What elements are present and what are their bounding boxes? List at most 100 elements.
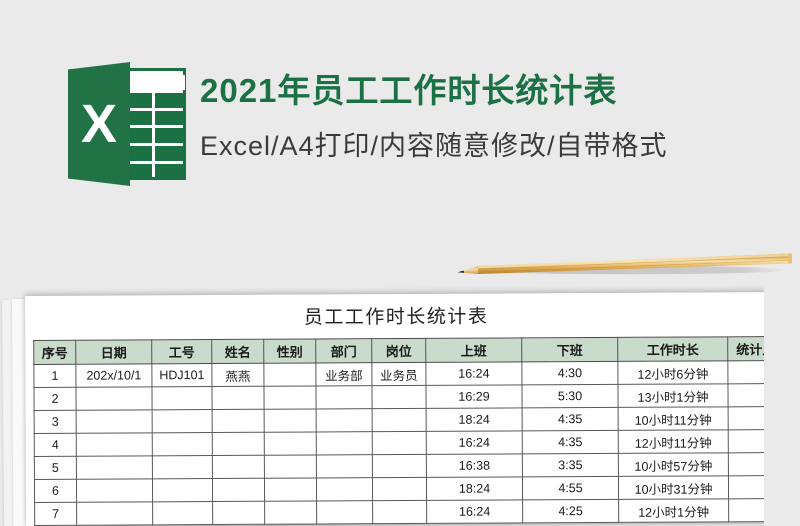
cell-duration[interactable]: 12小时1分钟 bbox=[618, 498, 729, 523]
cell-recorder[interactable] bbox=[728, 475, 785, 499]
cell-recorder[interactable] bbox=[728, 406, 785, 430]
column-header-clock_in[interactable]: 上班 bbox=[425, 337, 522, 363]
cell-name[interactable] bbox=[211, 386, 265, 410]
cell-seq[interactable]: 1 bbox=[33, 364, 76, 388]
cell-recorder[interactable] bbox=[728, 498, 785, 522]
cell-remark[interactable] bbox=[784, 429, 800, 453]
cell-duration[interactable]: 10小时11分钟 bbox=[618, 406, 729, 431]
cell-clock_in[interactable]: 18:24 bbox=[426, 476, 523, 501]
cell-gender[interactable] bbox=[263, 385, 317, 410]
cell-gender[interactable] bbox=[264, 477, 317, 502]
column-header-date[interactable]: 日期 bbox=[75, 339, 152, 365]
cell-clock_out[interactable]: 4:25 bbox=[522, 499, 619, 523]
column-header-recorder[interactable]: 统计人 bbox=[727, 336, 784, 361]
cell-position[interactable] bbox=[372, 408, 427, 432]
worktime-table: 序号 日期 工号 姓名 性别 部门 岗位 上班 下班 工作时长 统计人 备注 1 202x/10/1 HD… bbox=[33, 336, 800, 526]
cell-position[interactable]: 业务员 bbox=[371, 362, 426, 386]
cell-remark[interactable] bbox=[784, 475, 800, 499]
cell-clock_out[interactable]: 4:35 bbox=[522, 407, 619, 431]
page-subtitle: Excel/A4打印/内容随意修改/自带格式 bbox=[200, 131, 668, 161]
cell-date[interactable] bbox=[75, 386, 153, 411]
column-header-seq[interactable]: 序号 bbox=[33, 340, 76, 365]
cell-clock_in[interactable]: 16:38 bbox=[426, 453, 523, 478]
column-header-duration[interactable]: 工作时长 bbox=[617, 336, 728, 362]
cell-position[interactable] bbox=[372, 477, 427, 501]
cell-position[interactable] bbox=[372, 454, 427, 478]
cell-duration[interactable]: 13小时1分钟 bbox=[617, 383, 729, 408]
cell-gender[interactable] bbox=[263, 362, 316, 387]
cell-dept[interactable] bbox=[316, 477, 373, 501]
cell-seq[interactable]: 2 bbox=[33, 387, 77, 411]
column-header-dept[interactable]: 部门 bbox=[315, 338, 372, 363]
cell-name[interactable] bbox=[212, 432, 265, 456]
column-header-clock_out[interactable]: 下班 bbox=[521, 337, 618, 362]
cell-dept[interactable]: 业务部 bbox=[315, 362, 372, 386]
cell-remark[interactable] bbox=[783, 360, 800, 384]
cell-dept[interactable] bbox=[316, 431, 373, 455]
column-header-gender[interactable]: 性别 bbox=[263, 338, 316, 364]
cell-clock_in[interactable]: 16:24 bbox=[425, 361, 522, 386]
cell-date[interactable] bbox=[76, 455, 153, 480]
cell-dept[interactable] bbox=[315, 385, 373, 409]
cell-date[interactable] bbox=[76, 432, 153, 457]
cell-position[interactable] bbox=[371, 385, 427, 409]
table-row[interactable]: 7 16:24 4:25 12小时1分钟 bbox=[34, 498, 800, 526]
cell-remark[interactable] bbox=[783, 383, 800, 407]
cell-date[interactable] bbox=[76, 501, 153, 526]
cell-duration[interactable]: 12小时6分钟 bbox=[617, 360, 728, 385]
cell-emp_no[interactable] bbox=[151, 386, 213, 410]
cell-recorder[interactable] bbox=[727, 360, 784, 384]
cell-name[interactable] bbox=[212, 478, 265, 502]
cell-duration[interactable]: 10小时31分钟 bbox=[618, 475, 729, 500]
column-header-name[interactable]: 姓名 bbox=[211, 339, 264, 364]
column-header-emp_no[interactable]: 工号 bbox=[151, 339, 212, 364]
cell-dept[interactable] bbox=[316, 408, 373, 432]
cell-clock_out[interactable]: 4:35 bbox=[522, 430, 619, 454]
cell-remark[interactable] bbox=[784, 452, 800, 476]
column-header-remark[interactable]: 备注 bbox=[783, 336, 800, 361]
cell-clock_in[interactable]: 16:24 bbox=[426, 430, 523, 455]
cell-date[interactable]: 202x/10/1 bbox=[75, 363, 152, 388]
cell-name[interactable] bbox=[212, 409, 265, 433]
cell-clock_in[interactable]: 16:29 bbox=[425, 384, 523, 409]
cell-date[interactable] bbox=[76, 478, 153, 503]
cell-remark[interactable] bbox=[784, 406, 800, 430]
cell-emp_no[interactable] bbox=[152, 432, 213, 456]
cell-emp_no[interactable] bbox=[152, 455, 213, 479]
cell-clock_out[interactable]: 3:35 bbox=[522, 453, 619, 477]
cell-recorder[interactable] bbox=[728, 452, 785, 476]
cell-name[interactable]: 燕燕 bbox=[211, 363, 264, 387]
cell-position[interactable] bbox=[372, 431, 427, 455]
cell-clock_out[interactable]: 5:30 bbox=[521, 384, 619, 408]
cell-remark[interactable] bbox=[784, 498, 800, 522]
cell-dept[interactable] bbox=[316, 500, 373, 524]
cell-gender[interactable] bbox=[264, 408, 317, 433]
cell-emp_no[interactable]: HDJ101 bbox=[151, 363, 212, 387]
cell-seq[interactable]: 3 bbox=[34, 410, 77, 434]
cell-name[interactable] bbox=[212, 455, 265, 479]
cell-dept[interactable] bbox=[316, 454, 373, 478]
cell-clock_in[interactable]: 18:24 bbox=[426, 407, 523, 432]
cell-date[interactable] bbox=[76, 409, 153, 434]
cell-gender[interactable] bbox=[264, 500, 317, 525]
cell-gender[interactable] bbox=[264, 454, 317, 479]
cell-seq[interactable]: 5 bbox=[34, 456, 77, 480]
cell-clock_out[interactable]: 4:55 bbox=[522, 476, 619, 500]
cell-clock_out[interactable]: 4:30 bbox=[521, 361, 618, 385]
cell-recorder[interactable] bbox=[728, 429, 785, 453]
cell-emp_no[interactable] bbox=[152, 409, 213, 433]
cell-clock_in[interactable]: 16:24 bbox=[426, 499, 523, 524]
cell-position[interactable] bbox=[372, 500, 427, 524]
cell-seq[interactable]: 7 bbox=[34, 502, 77, 526]
cell-duration[interactable]: 10小时57分钟 bbox=[618, 452, 729, 477]
cell-gender[interactable] bbox=[264, 431, 317, 456]
cell-emp_no[interactable] bbox=[152, 501, 213, 525]
cell-seq[interactable]: 4 bbox=[34, 433, 77, 457]
cell-recorder[interactable] bbox=[727, 383, 785, 407]
cell-seq[interactable]: 6 bbox=[34, 479, 77, 503]
cell-duration[interactable]: 12小时11分钟 bbox=[618, 429, 729, 454]
page-title: 2021年员工工作时长统计表 bbox=[200, 72, 618, 109]
column-header-position[interactable]: 岗位 bbox=[371, 338, 426, 363]
cell-emp_no[interactable] bbox=[152, 478, 213, 502]
cell-name[interactable] bbox=[212, 501, 265, 525]
